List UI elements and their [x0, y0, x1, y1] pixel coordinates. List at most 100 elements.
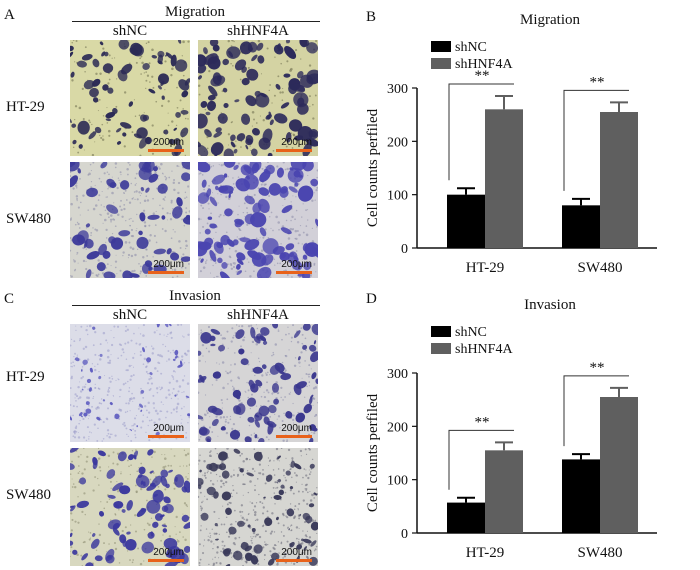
pore-dot — [295, 49, 298, 52]
pore-dot — [272, 486, 275, 489]
micrograph-texture — [198, 448, 318, 566]
pore-dot — [148, 411, 151, 414]
pore-dot — [206, 222, 209, 225]
pore-dot — [89, 163, 92, 166]
panel-c-title: Invasion — [169, 288, 221, 304]
pore-dot — [88, 119, 91, 122]
pore-dot — [220, 485, 223, 488]
pore-dot — [130, 254, 134, 258]
pore-dot — [154, 224, 157, 226]
pore-dot — [102, 331, 106, 335]
pore-dot — [276, 486, 279, 489]
pore-dot — [186, 505, 188, 508]
pore-dot — [112, 451, 115, 454]
pore-dot — [132, 366, 135, 368]
pore-dot — [158, 418, 161, 421]
stained-cell — [289, 542, 293, 547]
pore-dot — [185, 211, 188, 214]
pore-dot — [198, 84, 201, 87]
pore-dot — [111, 232, 114, 235]
pore-dot — [91, 272, 94, 275]
pore-dot — [102, 47, 105, 50]
stained-cell — [291, 260, 303, 271]
stained-cell — [70, 532, 73, 537]
stained-cell — [180, 127, 189, 138]
pore-dot — [279, 91, 282, 94]
micrograph-invasion-ht29-shnc: 200μm — [70, 324, 190, 442]
pore-dot — [218, 517, 220, 520]
pore-dot — [84, 345, 88, 349]
pore-dot — [312, 397, 315, 400]
pore-dot — [275, 481, 277, 484]
pore-dot — [108, 173, 110, 176]
legend-swatch-shnc — [431, 326, 451, 337]
stained-cell — [210, 328, 221, 335]
pore-dot — [85, 328, 88, 332]
pore-dot — [304, 396, 306, 398]
pore-dot — [200, 332, 203, 334]
pore-dot — [305, 555, 309, 559]
pore-dot — [242, 494, 244, 496]
pore-dot — [261, 374, 264, 377]
stained-cell — [297, 125, 313, 142]
pore-dot — [251, 125, 253, 127]
stained-cell — [97, 450, 106, 457]
pore-dot — [141, 420, 144, 423]
pore-dot — [308, 381, 310, 383]
significance-label: ** — [475, 68, 490, 84]
stained-cell — [89, 87, 99, 98]
pore-dot — [131, 247, 135, 251]
pore-dot — [282, 468, 285, 471]
pore-dot — [217, 275, 219, 278]
stained-cell — [297, 185, 314, 202]
pore-dot — [277, 541, 280, 543]
pore-dot — [182, 253, 185, 256]
pore-dot — [176, 539, 178, 541]
pore-dot — [220, 398, 223, 402]
pore-dot — [275, 487, 277, 489]
pore-dot — [82, 375, 85, 378]
pore-dot — [282, 514, 285, 517]
pore-dot — [243, 202, 246, 205]
pore-dot — [110, 265, 112, 267]
pore-dot — [134, 198, 136, 201]
pore-dot — [183, 391, 185, 393]
pore-dot — [283, 198, 286, 200]
pore-dot — [167, 124, 170, 127]
pore-dot — [72, 361, 74, 363]
pore-dot — [232, 388, 236, 391]
pore-dot — [230, 340, 233, 343]
pore-dot — [227, 372, 230, 375]
pore-dot — [246, 381, 248, 384]
pore-dot — [269, 373, 271, 376]
pore-dot — [292, 133, 295, 136]
pore-dot — [251, 502, 254, 505]
pore-dot — [110, 329, 112, 331]
pore-dot — [267, 457, 270, 459]
stained-cell — [268, 404, 277, 414]
pore-dot — [97, 448, 100, 450]
pore-dot — [134, 433, 136, 436]
pore-dot — [181, 358, 184, 361]
pore-dot — [204, 413, 207, 417]
pore-dot — [268, 195, 271, 197]
pore-dot — [251, 542, 253, 544]
stained-cell — [310, 521, 318, 531]
stained-cell — [117, 451, 127, 462]
pore-dot — [251, 370, 254, 372]
stained-cell — [135, 474, 150, 489]
pore-dot — [292, 195, 294, 197]
stained-cell — [236, 258, 244, 265]
micrograph-migration-sw480-shnc: 200μm — [70, 162, 190, 278]
y-tick-label: 0 — [401, 527, 408, 542]
pore-dot — [240, 146, 242, 148]
pore-dot — [256, 327, 259, 330]
pore-dot — [139, 270, 143, 273]
stained-cell — [219, 271, 232, 278]
pore-dot — [264, 482, 267, 485]
pore-dot — [88, 435, 90, 438]
stained-cell — [180, 256, 190, 262]
pore-dot — [177, 181, 181, 185]
pore-dot — [100, 204, 103, 206]
pore-dot — [152, 437, 154, 440]
